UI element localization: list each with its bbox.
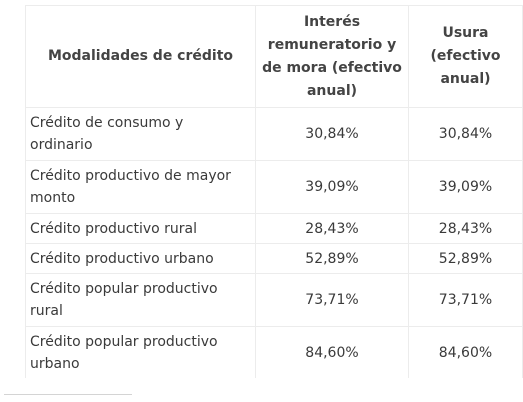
table-body: Crédito de consumo y ordinario 30,84% 30… xyxy=(25,107,523,378)
usura-cell: 84,60% xyxy=(408,326,523,378)
modalidad-cell: Crédito de consumo y ordinario xyxy=(25,107,256,161)
modalidad-cell: Crédito productivo de mayor monto xyxy=(25,160,256,214)
interes-cell: 28,43% xyxy=(255,213,409,244)
usura-cell: 73,71% xyxy=(408,273,523,327)
table-row: Crédito productivo urbano 52,89% 52,89% xyxy=(25,243,523,274)
usura-cell: 28,43% xyxy=(408,213,523,244)
modalidad-cell: Crédito popular productivo urbano xyxy=(25,326,256,378)
table-row: Crédito popular productivo rural 73,71% … xyxy=(25,273,523,327)
interes-cell: 39,09% xyxy=(255,160,409,214)
table-header: Modalidades de crédito Interés remunerat… xyxy=(25,5,523,108)
modalidad-cell: Crédito popular productivo rural xyxy=(25,273,256,327)
credit-rates-table: Modalidades de crédito Interés remunerat… xyxy=(25,5,523,378)
header-row: Modalidades de crédito Interés remunerat… xyxy=(25,5,523,108)
footer-divider xyxy=(4,394,132,395)
interes-cell: 84,60% xyxy=(255,326,409,378)
table-row: Crédito popular productivo urbano 84,60%… xyxy=(25,326,523,378)
usura-cell: 39,09% xyxy=(408,160,523,214)
interes-cell: 52,89% xyxy=(255,243,409,274)
header-usura: Usura (efectivo anual) xyxy=(408,5,523,108)
table-row: Crédito de consumo y ordinario 30,84% 30… xyxy=(25,107,523,161)
interes-cell: 30,84% xyxy=(255,107,409,161)
header-modalidades: Modalidades de crédito xyxy=(25,5,256,108)
interes-cell: 73,71% xyxy=(255,273,409,327)
modalidad-cell: Crédito productivo urbano xyxy=(25,243,256,274)
table-row: Crédito productivo de mayor monto 39,09%… xyxy=(25,160,523,214)
table-row: Crédito productivo rural 28,43% 28,43% xyxy=(25,213,523,244)
header-interes: Interés remuneratorio y de mora (efectiv… xyxy=(255,5,409,108)
modalidad-cell: Crédito productivo rural xyxy=(25,213,256,244)
usura-cell: 52,89% xyxy=(408,243,523,274)
usura-cell: 30,84% xyxy=(408,107,523,161)
